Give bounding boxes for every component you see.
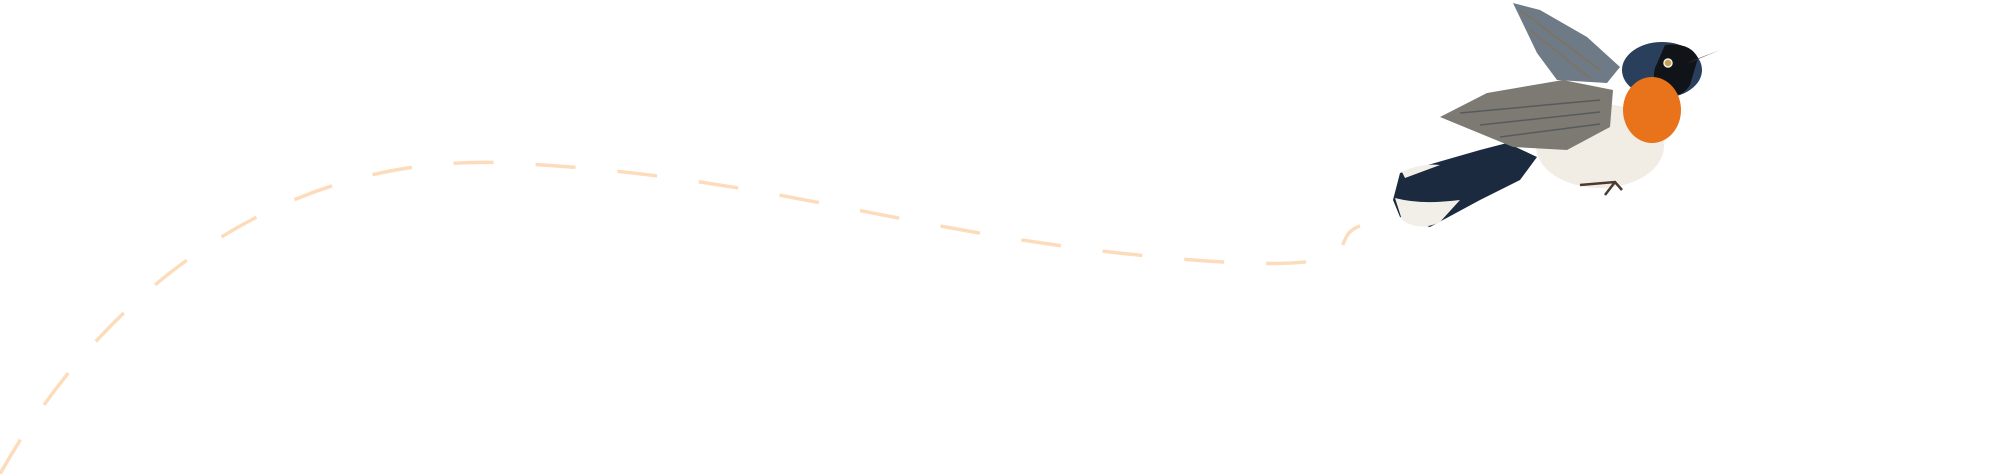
bird-throat	[1623, 77, 1681, 143]
bird-icon	[1393, 3, 1720, 227]
bird-wing-upper	[1513, 3, 1620, 83]
bird-tail-tips	[1395, 198, 1460, 227]
dashed-flight-path	[0, 160, 1361, 474]
bird-wing-lower	[1440, 80, 1613, 150]
bird-eye	[1663, 58, 1673, 68]
bird-beak	[1686, 50, 1720, 64]
bird-leg	[1579, 180, 1623, 196]
